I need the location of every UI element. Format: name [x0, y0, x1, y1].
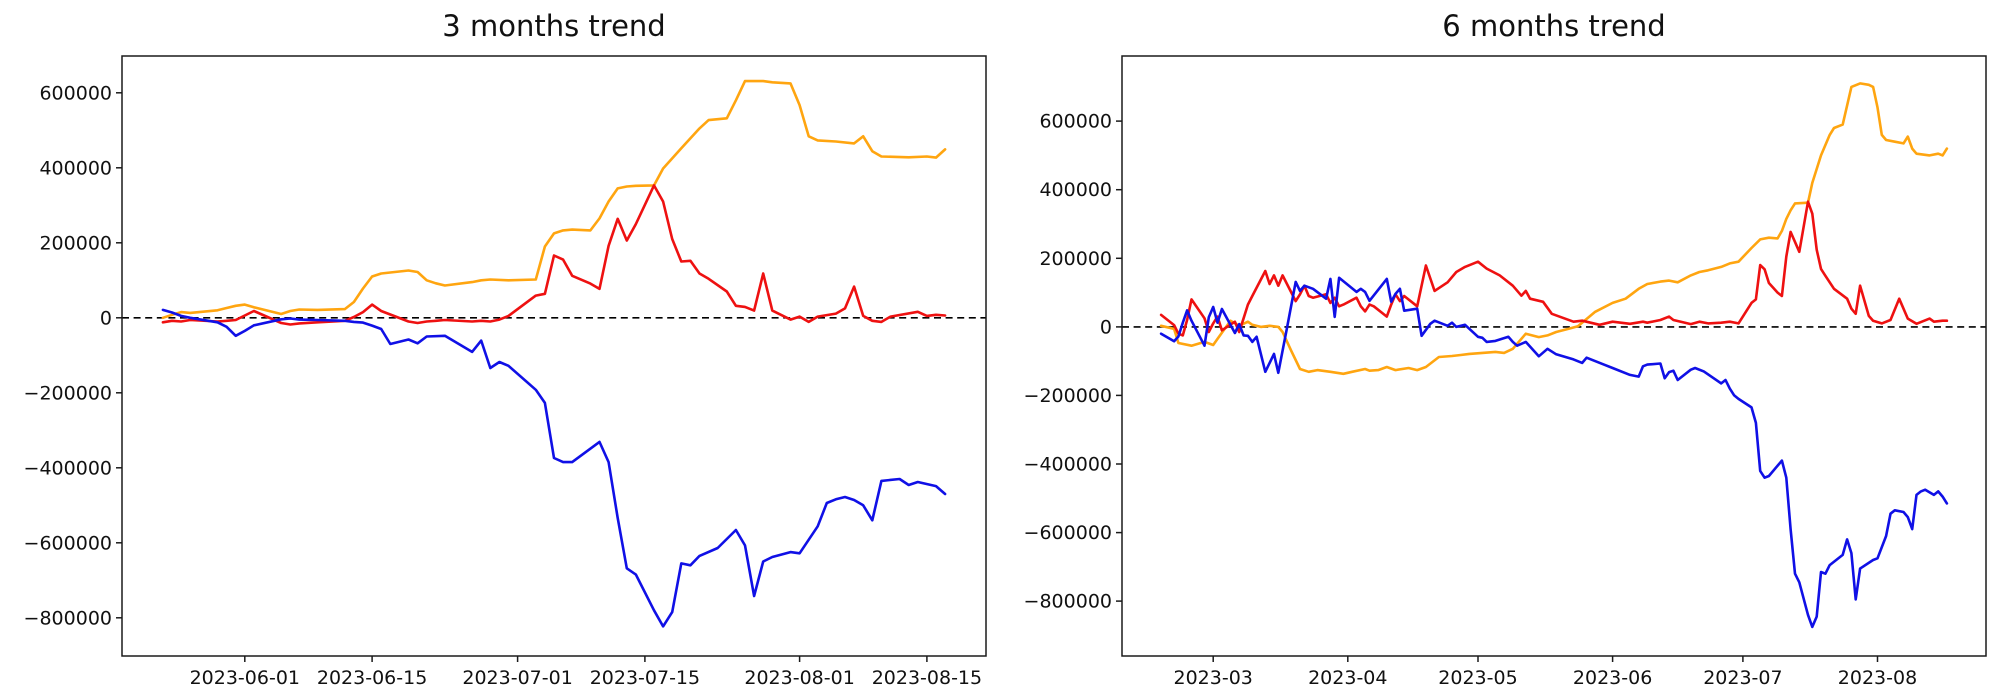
x-tick-label: 2023-07-01 [462, 667, 572, 689]
x-tick-label: 2023-07-15 [590, 667, 700, 689]
y-tick-label: 600000 [39, 82, 112, 104]
three-months-plot: 600000 400000 200000 0 −200000 −400000 −600000… [24, 55, 987, 689]
blue-series-line [1159, 276, 1949, 629]
x-tick-label: 2023-08 [1838, 667, 1917, 689]
y-tick-label: 0 [100, 307, 112, 329]
y-tick-label: 0 [1100, 316, 1112, 338]
x-tick-label: 2023-08-15 [872, 667, 982, 689]
y-tick-label: −600000 [1024, 522, 1112, 544]
y-tick-label: −400000 [24, 457, 112, 479]
x-tick-label: 2023-06 [1573, 667, 1652, 689]
y-tick-label: −800000 [1024, 591, 1112, 613]
x-tick-label: 2023-03 [1174, 667, 1253, 689]
y-tick-label: 600000 [1039, 111, 1112, 133]
chart-title: 3 months trend [442, 9, 666, 43]
red-series-line [1159, 200, 1949, 337]
orange-series-line [161, 79, 947, 320]
y-tick-label: 400000 [1039, 179, 1112, 201]
x-tick-label: 2023-06-01 [190, 667, 300, 689]
y-tick-label: −200000 [1024, 385, 1112, 407]
y-tick-label: −200000 [24, 382, 112, 404]
y-tick-label: 400000 [39, 157, 112, 179]
six-months-plot: 600000 400000 200000 0 −200000 −400000 −600000… [1024, 55, 1987, 689]
y-tick-label: 200000 [39, 232, 112, 254]
x-tick-label: 2023-04 [1308, 667, 1387, 689]
x-tick-label: 2023-08-01 [744, 667, 854, 689]
plot-border [1121, 55, 1987, 657]
x-tick-label: 2023-07 [1703, 667, 1782, 689]
y-tick-label: 200000 [1039, 248, 1112, 270]
red-series-line [161, 184, 947, 326]
three-months-chart: 3 months trend 600000 400000 200000 0 −20000… [24, 9, 987, 689]
y-tick-label: −800000 [24, 607, 112, 629]
y-tick-label: −600000 [24, 532, 112, 554]
x-tick-label: 2023-05 [1438, 667, 1517, 689]
orange-series-line [1159, 82, 1949, 376]
x-tick-label: 2023-06-15 [317, 667, 427, 689]
six-months-chart: 6 months trend 600000 400000 200000 0 −20000… [1000, 0, 2000, 700]
plot-border [121, 55, 987, 657]
y-tick-label: −400000 [1024, 454, 1112, 476]
blue-series-line [161, 308, 947, 628]
chart-title: 6 months trend [1442, 9, 1666, 43]
